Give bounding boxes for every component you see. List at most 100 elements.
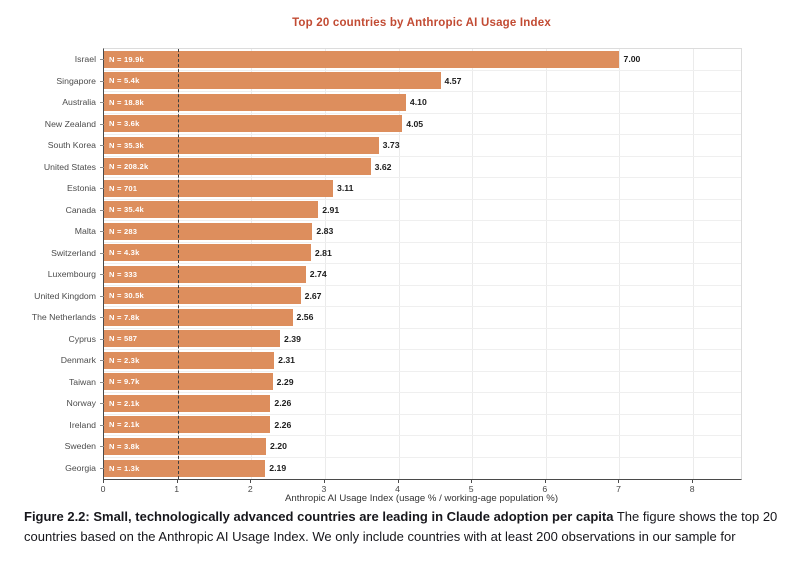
x-axis-ticks: 0 1 2 3 4 5 6 7 8: [100, 479, 740, 495]
bar: N = 30.5k: [104, 287, 301, 305]
bar: N = 5.4k: [104, 72, 441, 90]
value-label: 2.31: [278, 355, 296, 366]
x-tick-mark: [176, 479, 178, 483]
sample-size-label: N = 35.4k: [109, 205, 144, 215]
country-label: Singapore: [56, 75, 96, 86]
sample-size-label: N = 587: [109, 334, 138, 344]
country-label: South Korea: [47, 140, 96, 151]
value-label: 2.67: [304, 290, 322, 301]
bar: N = 587: [104, 330, 280, 348]
sample-size-label: N = 2.3k: [109, 355, 140, 365]
bar: N = 19.9k: [104, 50, 620, 68]
bar: N = 35.4k: [104, 201, 319, 219]
x-tick-mark: [397, 479, 399, 483]
country-label: Luxembourg: [47, 269, 96, 280]
bar: N = 2.1k: [104, 416, 271, 434]
value-label: 2.74: [309, 269, 327, 280]
x-tick-label: 0: [100, 484, 106, 494]
gridline-x6: [545, 49, 547, 479]
x-tick-mark: [618, 479, 620, 483]
x-tick-label: 8: [689, 484, 695, 494]
value-label: 2.56: [296, 312, 314, 323]
bar-row: Ireland N = 2.1k 2.26: [69, 415, 741, 436]
bar-row: Canada N = 35.4k 2.91: [66, 200, 741, 221]
value-label: 2.19: [269, 463, 287, 474]
country-label: New Zealand: [44, 118, 96, 129]
bar: N = 35.3k: [104, 136, 379, 154]
x-tick-label: 4: [395, 484, 400, 494]
value-label: 4.10: [409, 97, 427, 108]
bar-row: The Netherlands N = 7.8k 2.56: [32, 307, 741, 329]
caption-regular-text: The figure shows the top 20 countries ba…: [24, 509, 778, 545]
bar-row: South Korea N = 35.3k 3.73: [48, 135, 741, 157]
country-label: United States: [43, 161, 96, 172]
sample-size-label: N = 19.9k: [109, 54, 144, 64]
country-label: Australia: [62, 97, 96, 108]
bar-row: Estonia N = 701 3.11: [67, 178, 741, 200]
x-tick-label: 5: [468, 484, 474, 494]
bar: N = 2.1k: [104, 394, 271, 412]
country-label: United Kingdom: [34, 290, 96, 301]
sample-size-label: N = 2.1k: [109, 398, 140, 408]
gridline-x2: [251, 49, 253, 479]
bar-row: New Zealand N = 3.6k 4.05: [45, 114, 741, 135]
bar-row: Australia N = 18.8k 4.10: [62, 92, 741, 114]
country-label: Canada: [65, 204, 96, 215]
sample-size-label: N = 18.8k: [109, 97, 144, 107]
caption-bold-text: Figure 2.2: Small, technologically advan…: [24, 509, 614, 524]
sample-size-label: N = 3.6k: [109, 119, 140, 129]
bar-row: Malta N = 283 2.83: [75, 221, 741, 243]
bar-row: Denmark N = 2.3k 2.31: [61, 350, 741, 372]
sample-size-label: N = 7.8k: [109, 312, 140, 322]
x-tick-mark: [250, 479, 252, 483]
bar: N = 3.8k: [104, 437, 266, 455]
value-label: 3.62: [374, 161, 392, 172]
value-label: 4.57: [444, 75, 462, 86]
sample-size-label: N = 283: [109, 226, 138, 236]
gridline-x8: [693, 49, 695, 479]
chart-title: Top 20 countries by Anthropic AI Usage I…: [292, 17, 551, 29]
x-tick-mark: [471, 479, 473, 483]
sample-size-label: N = 30.5k: [109, 291, 144, 301]
value-label: 7.00: [623, 54, 641, 65]
bar-row: Sweden N = 3.8k 2.20: [65, 436, 741, 458]
bar: N = 283: [104, 222, 313, 240]
x-tick-label: 7: [616, 484, 621, 494]
sample-size-label: N = 4.3k: [109, 248, 140, 258]
value-label: 2.29: [276, 376, 294, 387]
x-tick-mark: [323, 479, 325, 483]
bar: N = 333: [104, 265, 306, 283]
gridline-x4: [398, 49, 400, 479]
value-label: 2.26: [274, 419, 292, 430]
x-tick-label: 1: [174, 484, 180, 494]
sample-size-label: N = 5.4k: [109, 76, 140, 86]
bar-row: Luxembourg N = 333 2.74: [48, 264, 741, 286]
country-label: Ireland: [69, 419, 96, 430]
bar: N = 18.8k: [104, 93, 406, 111]
bar-row: Georgia N = 1.3k 2.19: [65, 458, 741, 480]
sample-size-label: N = 333: [109, 269, 138, 279]
bar-row: Israel N = 19.9k 7.00: [75, 49, 741, 71]
bar-row: United Kingdom N = 30.5k 2.67: [34, 286, 741, 307]
x-tick-mark: [544, 479, 546, 483]
value-label: 2.91: [322, 204, 340, 215]
bar-row: Singapore N = 5.4k 4.57: [56, 71, 741, 92]
bar-row: Norway N = 2.1k 2.26: [67, 393, 741, 415]
bar: N = 208.2k: [104, 158, 371, 176]
country-label: Israel: [74, 54, 96, 65]
country-label: Taiwan: [68, 376, 96, 387]
bar: N = 701: [104, 179, 334, 197]
bar-row: Switzerland N = 4.3k 2.81: [51, 243, 741, 264]
x-tick-mark: [103, 479, 104, 483]
value-label: 3.11: [337, 183, 354, 194]
bar-row: Taiwan N = 9.7k 2.29: [69, 372, 741, 393]
gridline-x5: [472, 49, 474, 479]
gridline-x7: [619, 49, 621, 479]
sample-size-label: N = 208.2k: [109, 162, 149, 172]
bar: N = 4.3k: [104, 244, 311, 262]
value-label: 4.05: [406, 118, 424, 129]
bar-row: Cyprus N = 587 2.39: [68, 329, 741, 350]
value-label: 2.83: [316, 226, 334, 237]
sample-size-label: N = 9.7k: [109, 377, 140, 387]
x-tick-label: 3: [321, 484, 327, 494]
